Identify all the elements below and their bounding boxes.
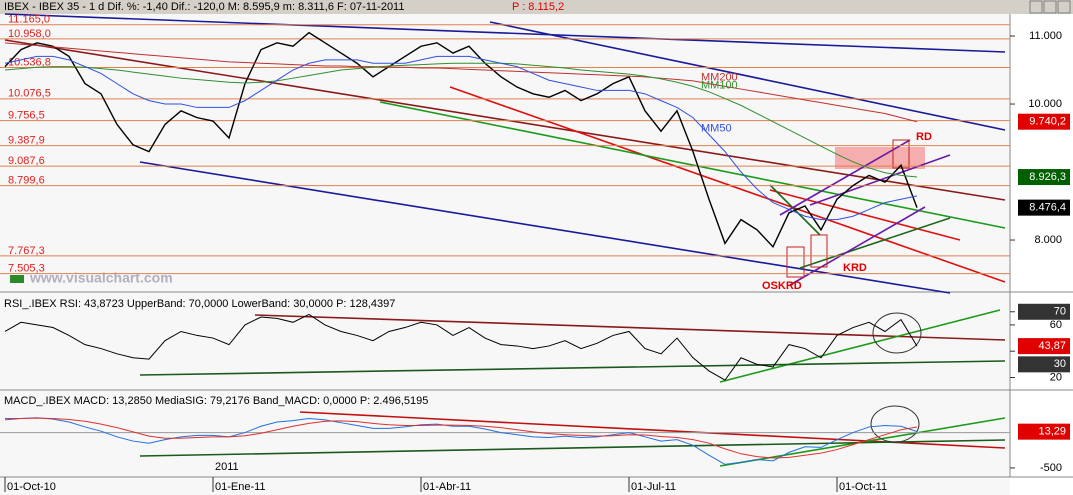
y-tick-label: 10.000 [1028,98,1062,110]
trendline [489,21,1006,131]
header-text: IBEX - IBEX 35 - 1 d Dif. %: -1,40 Dif.:… [4,1,404,13]
price-marker [1018,338,1070,355]
header-bar [0,0,1073,14]
series-line [4,62,918,178]
y-tick-label: 20 [1050,371,1062,383]
y-tick-label: 8.000 [1034,234,1062,246]
price-marker-label: 70 [1054,306,1066,318]
price-marker-label: 8.926,3 [1029,171,1066,183]
circle [870,405,920,443]
annotation: OSKRD [762,280,802,292]
level-label: 9.087,6 [8,155,45,167]
price-marker-label: 30 [1054,358,1066,370]
price-marker-label: 13,29 [1038,426,1066,438]
box [892,139,910,169]
level-label: 9.387,9 [8,135,45,147]
watermark: www.visualchart.com [29,270,173,286]
level-label: 7.505,3 [8,263,45,275]
trendline [719,309,1001,383]
panel-title: MACD_.IBEX MACD: 13,2850 MediaSIG: 79,21… [4,395,428,407]
series-line [4,417,918,465]
x-tick-label: 01-Ene-11 [215,481,266,493]
trendline [449,86,1006,283]
level-label: 10.536,8 [8,56,51,68]
series-line [4,31,918,249]
y-tick-label: 11.000 [1029,30,1062,42]
box [810,234,828,268]
level-label: 7.767,3 [8,245,45,257]
trendline [4,13,1006,53]
x-tick-label: 01-Oct-11 [839,481,887,493]
trendline [379,101,1006,229]
y-tick-label: 60 [1050,319,1062,331]
header-price: P : 8.115,2 [512,1,564,13]
series-line [4,313,918,381]
trendline [789,206,926,286]
x-tick-label: 01-Oct-10 [7,481,56,493]
box [786,246,805,278]
level-label: 10.958,0 [8,28,51,40]
price-marker-label: 8.476,4 [1029,202,1066,214]
trendline [4,39,1006,201]
price-marker [1018,169,1070,186]
annotation: RD [916,131,932,143]
annotation: KRD [843,262,867,274]
watermark-icon [10,275,24,283]
trendline [254,314,1006,341]
minimize-button[interactable] [1029,0,1043,14]
x-tick-label: 01-Jul-11 [631,481,676,493]
series-label: MM50 [701,123,732,135]
close-button[interactable] [1057,0,1071,14]
price-marker [1018,199,1070,216]
window-buttons [1029,0,1071,14]
year-label: 2011 [215,461,239,473]
trendline [139,360,1006,376]
y-tick-label: -500 [1040,462,1062,474]
trendline [799,217,951,269]
price-marker [1018,356,1070,373]
series-label: MM100 [701,80,738,92]
x-tick-label: 01-Abr-11 [423,481,471,493]
price-marker-label: 43,87 [1038,340,1066,352]
right-axis-area [1010,14,1073,495]
series-label: MM200 [701,72,738,84]
series-line [5,417,918,459]
trendline [779,139,911,216]
level-label: 9.756,5 [8,109,45,121]
level-label: 10.076,5 [8,88,51,100]
level-label: 11.165,0 [8,14,50,26]
price-marker-label: 9.740,2 [1029,116,1066,128]
panel-title: RSI_.IBEX RSI: 43,8723 UpperBand: 70,000… [4,298,395,310]
maximize-button[interactable] [1043,0,1057,14]
price-marker [1018,423,1070,440]
price-marker [1018,303,1070,320]
series-line [4,55,918,221]
level-label: 8.799,6 [8,175,45,187]
trendline [769,189,961,241]
series-line [4,42,918,123]
circle [872,312,922,354]
price-marker [1018,113,1070,130]
